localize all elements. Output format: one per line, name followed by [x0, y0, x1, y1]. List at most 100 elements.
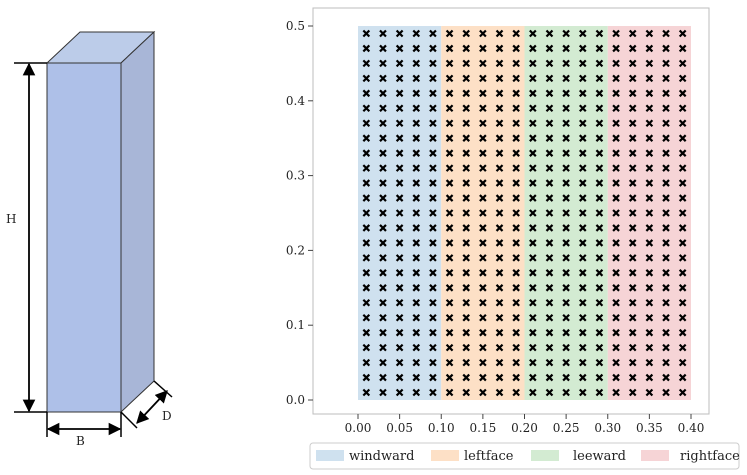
tap-point [645, 343, 654, 352]
tap-point [462, 328, 471, 337]
tap-point [445, 343, 454, 352]
tap-point [362, 119, 371, 128]
tap-point [595, 373, 604, 382]
tap-point [578, 134, 587, 142]
tap-point [662, 224, 670, 232]
tap-point [429, 224, 437, 232]
tap-points [362, 29, 687, 397]
tap-point [462, 373, 471, 382]
tap-point [628, 74, 637, 83]
tap-point [578, 298, 587, 307]
tap-point [495, 134, 504, 142]
tap-point [578, 269, 587, 277]
tap-point [595, 209, 604, 217]
tap-point [645, 239, 654, 247]
tap-point [545, 89, 554, 98]
tap-point [578, 328, 587, 337]
tap-point [445, 224, 454, 232]
tap-point [645, 298, 654, 307]
tap-point [412, 119, 421, 128]
tap-point [412, 343, 421, 352]
tap-point [612, 194, 620, 202]
tap-point [612, 358, 620, 367]
tap-point [612, 328, 620, 337]
tap-point [495, 269, 504, 277]
tap-point [462, 194, 471, 202]
tap-point [429, 59, 437, 68]
tap-point [362, 239, 371, 247]
tap-point [545, 388, 554, 397]
tap-point [662, 194, 670, 202]
tap-point [612, 104, 620, 113]
tap-point [645, 29, 654, 38]
tap-point [429, 313, 437, 322]
tap-point [412, 89, 421, 98]
tap-point [545, 74, 554, 83]
tap-point [495, 358, 504, 367]
y-tick-label: 0.5 [286, 19, 305, 33]
tap-point [479, 224, 487, 232]
tap-point [678, 44, 687, 53]
depth-extension-back [153, 380, 173, 398]
tap-point [612, 59, 620, 68]
tap-point [628, 29, 637, 38]
tap-point [645, 358, 654, 367]
tap-point [495, 373, 504, 382]
tap-point [512, 224, 520, 232]
tap-point [512, 179, 520, 187]
tap-point [545, 224, 554, 232]
tap-point [462, 119, 471, 128]
tap-point [662, 149, 670, 157]
tap-point [445, 164, 454, 172]
tap-point [512, 388, 520, 397]
tap-point [595, 298, 604, 307]
tap-point [429, 44, 437, 53]
tap-point [495, 89, 504, 98]
tap-point [395, 388, 404, 397]
tap-point [662, 373, 670, 382]
tap-point [645, 164, 654, 172]
tap-point [362, 284, 371, 292]
tap-point [479, 89, 487, 98]
tap-point [512, 328, 520, 337]
tap-point [545, 119, 554, 128]
tap-point [678, 74, 687, 83]
tap-point [412, 388, 421, 397]
tap-point [545, 358, 554, 367]
tap-point [379, 313, 387, 322]
tap-point [562, 74, 570, 83]
tap-point [545, 313, 554, 322]
tap-point [479, 388, 487, 397]
tap-point [412, 298, 421, 307]
tap-point [462, 134, 471, 142]
tap-point [595, 224, 604, 232]
x-tick-label: 0.15 [470, 421, 497, 435]
tap-point [429, 179, 437, 187]
tap-point [612, 209, 620, 217]
legend-swatch-rightface [641, 450, 669, 461]
tap-point [479, 269, 487, 277]
tap-point [545, 269, 554, 277]
tap-point [529, 224, 537, 232]
tap-point [678, 104, 687, 113]
tap-point [445, 373, 454, 382]
tap-point [545, 298, 554, 307]
legend-swatch-windward [316, 450, 344, 461]
tap-point [412, 328, 421, 337]
tap-point [412, 44, 421, 53]
tap-point [578, 358, 587, 367]
tap-point [379, 59, 387, 68]
tap-point [412, 179, 421, 187]
x-tick-label: 0.10 [428, 421, 455, 435]
tap-point [495, 209, 504, 217]
legend-label-leftface: leftface [464, 449, 514, 464]
tap-point [678, 388, 687, 397]
tap-point [429, 254, 437, 262]
tap-point [562, 224, 570, 232]
tap-point [628, 119, 637, 128]
tap-point [529, 343, 537, 352]
tap-point [678, 343, 687, 352]
tap-point [578, 194, 587, 202]
tap-point [379, 373, 387, 382]
tap-point [529, 209, 537, 217]
